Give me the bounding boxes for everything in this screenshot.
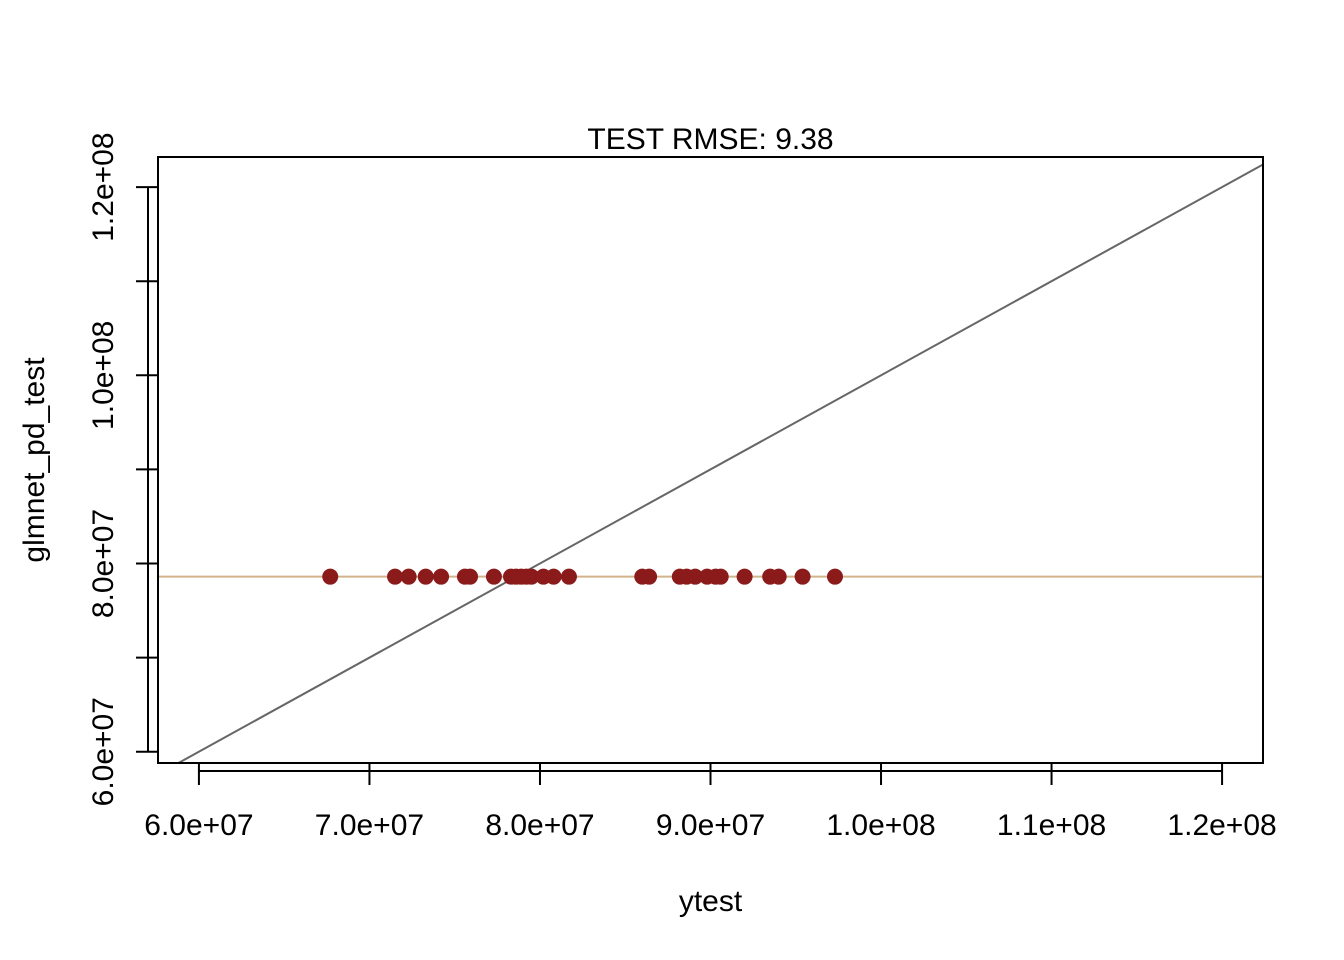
data-point bbox=[641, 568, 658, 585]
plot-area bbox=[158, 163, 1263, 763]
data-point bbox=[523, 568, 540, 585]
identity-line bbox=[176, 163, 1263, 763]
x-axis: 6.0e+07 7.0e+07 8.0e+07 9.0e+07 1.0e+08 1.1e+… bbox=[144, 763, 1277, 842]
data-point bbox=[687, 568, 704, 585]
data-point bbox=[794, 568, 811, 585]
y-tick-label: 8.0e+07 bbox=[87, 509, 120, 618]
data-point bbox=[712, 568, 729, 585]
data-point bbox=[736, 568, 753, 585]
data-point bbox=[770, 568, 787, 585]
x-tick-label: 1.0e+08 bbox=[826, 809, 935, 842]
data-point bbox=[560, 568, 577, 585]
data-point bbox=[485, 568, 502, 585]
y-axis-title: glmnet_pd_test bbox=[18, 357, 51, 563]
y-tick-label: 1.0e+08 bbox=[87, 321, 120, 430]
x-tick-label: 7.0e+07 bbox=[315, 809, 424, 842]
data-point bbox=[322, 568, 339, 585]
x-tick-label: 9.0e+07 bbox=[656, 809, 765, 842]
data-point bbox=[545, 568, 562, 585]
y-tick-label: 6.0e+07 bbox=[87, 697, 120, 806]
plot-frame bbox=[157, 156, 1264, 764]
x-tick-label: 6.0e+07 bbox=[144, 809, 253, 842]
x-tick-label: 8.0e+07 bbox=[485, 809, 594, 842]
y-axis: 6.0e+07 8.0e+07 1.0e+08 1.2e+08 bbox=[87, 132, 158, 806]
data-point bbox=[417, 568, 434, 585]
data-point bbox=[462, 568, 479, 585]
data-point bbox=[826, 568, 843, 585]
y-tick-label: 1.2e+08 bbox=[87, 132, 120, 241]
chart-title: TEST RMSE: 9.38 bbox=[587, 123, 833, 156]
data-point bbox=[387, 568, 404, 585]
data-point bbox=[433, 568, 450, 585]
x-axis-title: ytest bbox=[679, 885, 743, 918]
x-tick-label: 1.1e+08 bbox=[997, 809, 1106, 842]
x-tick-label: 1.2e+08 bbox=[1167, 809, 1276, 842]
data-point bbox=[400, 568, 417, 585]
